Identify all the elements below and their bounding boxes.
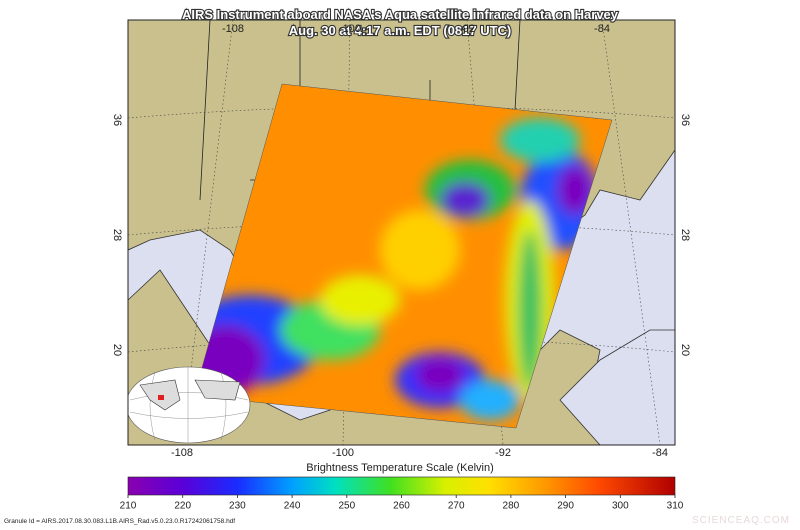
lon-label: -92 <box>459 23 475 35</box>
lon-label: -100 <box>339 23 361 35</box>
colorbar-tick-label: 250 <box>338 501 355 512</box>
colorbar <box>127 476 676 496</box>
colorbar-tick-label: 290 <box>557 501 574 512</box>
lat-label: 20 <box>111 344 123 356</box>
sea-area <box>559 329 675 445</box>
watermark: SCIENCEAQ.COM <box>692 515 790 526</box>
colorbar-tick-label: 280 <box>503 501 520 512</box>
lon-label: -108 <box>171 447 193 459</box>
lon-label: -92 <box>495 447 511 459</box>
lon-label: -100 <box>332 447 354 459</box>
colorbar-title: Brightness Temperature Scale (Kelvin) <box>306 462 494 474</box>
colorbar-tick-label: 230 <box>229 501 246 512</box>
coordinate-labels: -108 -100 -92 -84 -108 -100 -92 -84 36 28 20 36 28 20 <box>111 23 691 459</box>
map-frame <box>127 19 676 446</box>
lat-label: 36 <box>679 114 691 126</box>
lat-label: 28 <box>111 229 123 241</box>
lon-label: -84 <box>652 447 668 459</box>
colorbar-tick-label: 310 <box>667 501 684 512</box>
colorbar-tick-label: 300 <box>612 501 629 512</box>
lat-label: 20 <box>679 344 691 356</box>
swath-edge <box>193 83 613 429</box>
lat-label: 28 <box>679 229 691 241</box>
colorbar-tick-label: 210 <box>120 501 137 512</box>
colorbar-ticks: 210 220 230 240 250 260 270 280 290 300 310 <box>120 495 684 512</box>
lon-label: -108 <box>222 23 244 35</box>
colorbar-tick-label: 270 <box>448 501 465 512</box>
lat-label: 36 <box>111 114 123 126</box>
colorbar-tick-label: 260 <box>393 501 410 512</box>
map <box>128 20 675 445</box>
inset-globe <box>128 366 251 444</box>
granule-id: Granule Id = AIRS.2017.08.30.083.L1B.AIR… <box>4 518 235 525</box>
colorbar-tick-label: 220 <box>174 501 191 512</box>
title-line: AIRS Instrument aboard NASA's Aqua satel… <box>182 7 619 22</box>
title-line: Aug. 30 at 4:17 a.m. EDT (0817 UTC) <box>289 23 512 38</box>
lon-label: -84 <box>594 23 610 35</box>
colorbar-tick-label: 240 <box>284 501 301 512</box>
